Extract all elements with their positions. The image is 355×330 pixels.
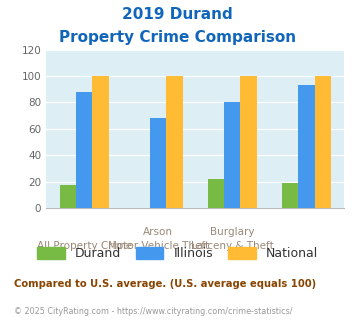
Bar	[224, 102, 240, 208]
Bar	[315, 76, 331, 208]
Text: Larceny & Theft: Larceny & Theft	[191, 241, 274, 251]
Text: Compared to U.S. average. (U.S. average equals 100): Compared to U.S. average. (U.S. average …	[14, 279, 316, 289]
Text: Burglary: Burglary	[210, 227, 255, 237]
Bar	[166, 76, 183, 208]
Bar	[60, 185, 76, 208]
Text: All Property Crime: All Property Crime	[37, 241, 132, 251]
Bar	[92, 76, 109, 208]
Text: Motor Vehicle Theft: Motor Vehicle Theft	[108, 241, 209, 251]
Text: 2019 Durand: 2019 Durand	[122, 7, 233, 21]
Bar	[150, 118, 166, 208]
Text: Property Crime Comparison: Property Crime Comparison	[59, 30, 296, 45]
Text: © 2025 CityRating.com - https://www.cityrating.com/crime-statistics/: © 2025 CityRating.com - https://www.city…	[14, 307, 293, 316]
Bar	[208, 179, 224, 208]
Bar	[240, 76, 257, 208]
Legend: Durand, Illinois, National: Durand, Illinois, National	[32, 242, 323, 265]
Bar	[282, 183, 298, 208]
Bar	[76, 92, 92, 208]
Bar	[298, 85, 315, 208]
Text: Arson: Arson	[143, 227, 173, 237]
